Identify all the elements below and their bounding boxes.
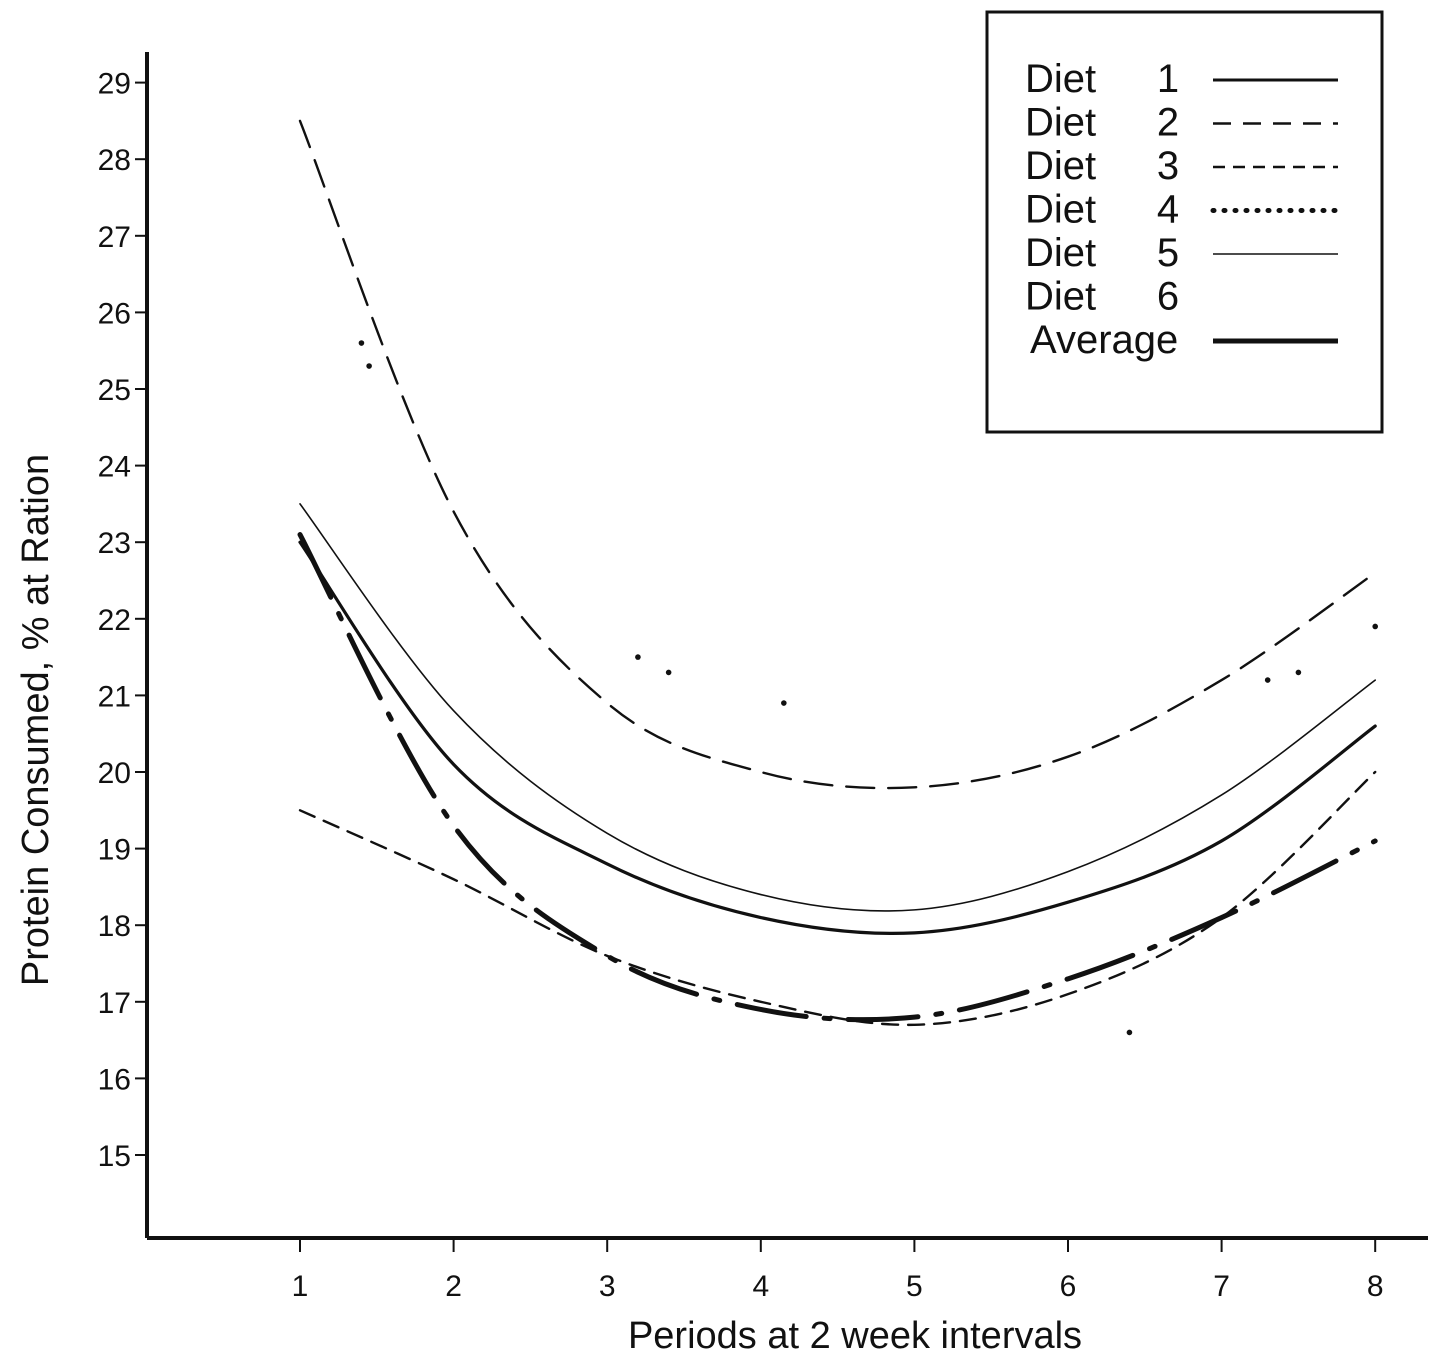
- legend-number: 6: [1157, 275, 1179, 319]
- y-tick-label: 22: [98, 604, 131, 637]
- series-lines: [297, 119, 1378, 1036]
- series-line-diet2: [298, 119, 1377, 790]
- legend-label: Diet: [1025, 101, 1096, 145]
- x-tick-label: 8: [1367, 1270, 1384, 1303]
- series-point-diet-4: [1264, 677, 1271, 683]
- legend-label: Diet: [1025, 57, 1096, 101]
- x-axis-title: Periods at 2 week intervals: [628, 1315, 1082, 1357]
- y-tick-label: 25: [98, 374, 131, 407]
- x-tick-label: 3: [599, 1270, 616, 1303]
- y-tick-label: 24: [98, 451, 131, 484]
- legend-label: Diet: [1025, 231, 1096, 275]
- series-line-diet3: [298, 770, 1377, 1027]
- series-point-diet-4: [665, 669, 672, 676]
- y-tick-label: 16: [98, 1063, 131, 1096]
- x-tick-label: 7: [1213, 1270, 1230, 1303]
- legend-box: [985, 10, 1384, 434]
- series-point-diet-4: [358, 340, 365, 346]
- y-tick-label: 20: [98, 757, 131, 790]
- y-axis-title: Protein Consumed, % at Ration: [15, 454, 57, 986]
- y-tick-label: 18: [98, 910, 131, 943]
- y-tick-label: 21: [98, 680, 131, 713]
- y-tick-label: 17: [98, 987, 131, 1020]
- legend-number: 5: [1157, 231, 1179, 275]
- legend-label: Diet: [1025, 144, 1096, 188]
- legend-number: 1: [1157, 57, 1179, 101]
- y-tick-label: 23: [98, 527, 131, 560]
- legend-label: Diet: [1025, 188, 1096, 232]
- x-tick-label: 5: [906, 1270, 923, 1303]
- y-tick-label: 19: [98, 834, 131, 867]
- legend-label: Diet: [1025, 275, 1096, 319]
- y-tick-label: 27: [98, 221, 131, 254]
- legend-number: 3: [1157, 144, 1179, 188]
- y-tick-label: 26: [98, 297, 131, 330]
- x-tick-label: 4: [752, 1270, 769, 1303]
- series-line-diet1: [298, 540, 1377, 936]
- y-tick-label: 28: [98, 144, 131, 177]
- series-point-diet-4: [1295, 669, 1302, 676]
- x-tick-label: 1: [292, 1270, 309, 1303]
- series-line-diet5: [299, 503, 1376, 912]
- series-point-diet-4: [781, 700, 787, 706]
- legend-number: 4: [1157, 188, 1179, 232]
- axes: [135, 52, 1428, 1252]
- series-point-diet-4: [366, 363, 372, 369]
- y-tick-label: 29: [98, 68, 131, 101]
- series-line-average: [297, 532, 1378, 1023]
- series-point-diet-4: [1372, 623, 1378, 630]
- legend-number: 2: [1157, 101, 1179, 145]
- series-point-diet-4: [635, 654, 641, 660]
- x-tick-label: 6: [1060, 1270, 1077, 1303]
- x-tick-label: 2: [445, 1270, 462, 1303]
- series-point-diet-4: [1126, 1029, 1133, 1036]
- y-tick-label: 15: [98, 1140, 131, 1173]
- legend-label: Average: [1030, 318, 1178, 362]
